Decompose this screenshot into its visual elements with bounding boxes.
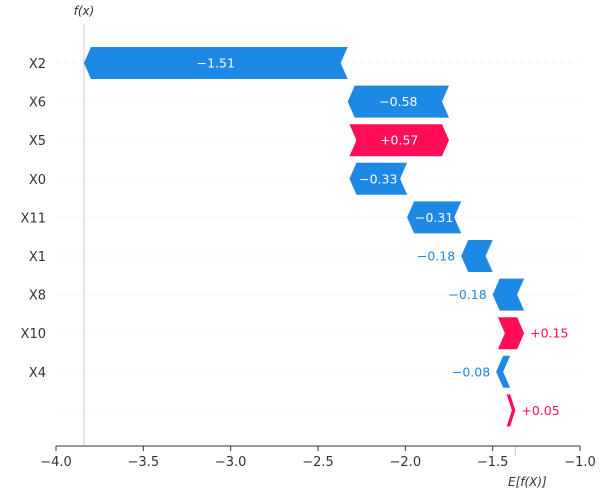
feature-label-x0: X0: [29, 173, 46, 188]
feature-label-x8: X8: [29, 289, 46, 304]
fx-top-label: f(x): [74, 4, 95, 18]
bar-remaining: [506, 394, 516, 427]
bar-value-label: −0.31: [415, 210, 453, 225]
feature-label-x2: X2: [29, 57, 46, 72]
x-axis: −4.0 −3.5 −3.0 −2.5 −2.0 −1.5 −1.0: [40, 445, 596, 470]
feature-labels: X2 X6 X5 X0 X11 X1 X8 X10 X4: [21, 57, 46, 381]
bar-x1: [461, 240, 493, 272]
x-axis-title: E[f(X)]: [508, 475, 547, 489]
x-tick-label: −4.0: [40, 455, 72, 470]
feature-label-x5: X5: [29, 134, 46, 149]
x-tick-label: −2.5: [302, 455, 334, 470]
bar-x2: [83, 47, 348, 79]
bar-value-label: +0.57: [380, 133, 418, 148]
feature-label-x11: X11: [21, 211, 46, 226]
bar-x0: [349, 162, 408, 195]
feature-label-x4: X4: [29, 366, 46, 381]
bar-value-label: −0.33: [359, 171, 397, 186]
feature-label-x10: X10: [21, 327, 46, 342]
bar-x11: [407, 201, 462, 234]
x-tick-label: −3.0: [215, 455, 247, 470]
feature-label-x6: X6: [29, 96, 46, 111]
feature-label-x1: X1: [29, 250, 46, 265]
bar-x10: [497, 317, 525, 350]
bar-value-label: −0.18: [448, 287, 486, 302]
bar-value-label: −0.18: [417, 249, 455, 264]
bar-value-label: −0.08: [452, 364, 490, 379]
bars-group: −1.51 −0.58 +0.57 −0.33 −0.31 −0.18 −0.18 +0.15…: [83, 47, 568, 427]
bar-value-label: +0.15: [530, 326, 568, 341]
bar-x5: [349, 124, 449, 157]
x-tick-label: −1.5: [477, 455, 509, 470]
x-tick-label: −2.0: [390, 455, 422, 470]
x-tick-label: −3.5: [128, 455, 160, 470]
bar-value-label: −0.58: [379, 94, 417, 109]
bar-x4: [496, 355, 511, 388]
bar-value-label: −1.51: [197, 56, 235, 71]
x-tick-label: −1.0: [564, 455, 596, 470]
bar-x6: [347, 85, 449, 118]
bar-value-label: +0.05: [521, 403, 559, 418]
bar-x8: [492, 278, 525, 311]
guide-lines: [56, 24, 580, 456]
